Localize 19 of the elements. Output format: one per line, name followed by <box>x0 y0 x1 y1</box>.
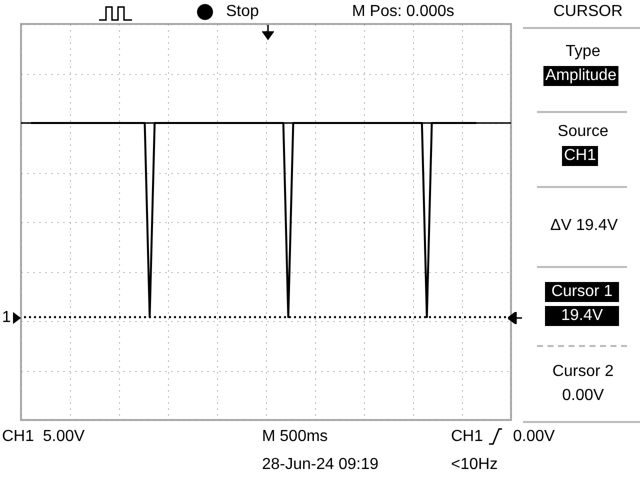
text: CURSOR <box>553 2 623 22</box>
text: M 500ms <box>262 427 328 447</box>
text: Stop <box>226 2 259 22</box>
text: Source <box>558 122 608 142</box>
text: Amplitude <box>543 66 619 86</box>
text: 19.4V <box>545 306 619 326</box>
text: CH1 <box>562 146 598 166</box>
text: <10Hz <box>451 455 498 475</box>
text: ΔV 19.4V <box>550 216 618 236</box>
text: 0.00V <box>562 386 604 406</box>
text: M Pos: 0.000s <box>352 2 454 22</box>
text: CH1 <box>451 427 484 447</box>
text: CH1 5.00V <box>2 427 85 447</box>
text: 1 <box>2 308 11 328</box>
text: 0.00V <box>513 427 555 447</box>
text: 28-Jun-24 09:19 <box>262 455 379 475</box>
text: Cursor 2 <box>552 362 614 382</box>
text: Cursor 1 <box>545 282 619 302</box>
text: Type <box>566 42 600 62</box>
